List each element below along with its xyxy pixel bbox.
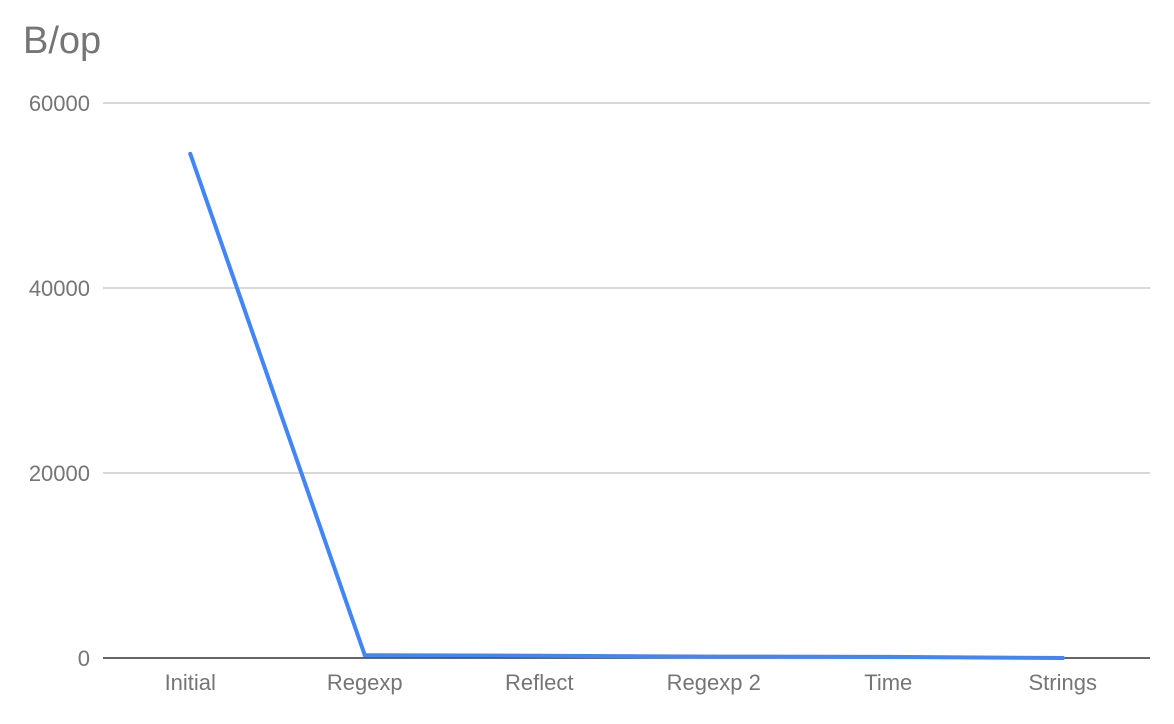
x-tick-labels: Initial Regexp Reflect Regexp 2 Time Strings xyxy=(165,670,1097,695)
x-tick-label: Strings xyxy=(1029,670,1097,695)
x-tick-label: Reflect xyxy=(505,670,573,695)
x-tick-label: Initial xyxy=(165,670,216,695)
y-tick-label: 20000 xyxy=(29,461,90,486)
y-tick-label: 40000 xyxy=(29,276,90,301)
y-tick-label: 60000 xyxy=(29,91,90,116)
x-tick-label: Regexp xyxy=(327,670,403,695)
x-tick-label: Regexp 2 xyxy=(667,670,761,695)
grid-layer xyxy=(103,102,1150,659)
data-point xyxy=(1060,656,1065,660)
data-point xyxy=(886,654,891,659)
data-point xyxy=(188,151,193,156)
series-layer xyxy=(188,151,1065,660)
chart-title: B/op xyxy=(23,20,102,62)
series-line-0 xyxy=(188,151,1065,660)
data-point xyxy=(362,653,367,658)
x-tick-label: Time xyxy=(864,670,912,695)
data-point xyxy=(537,653,542,658)
y-tick-label: 0 xyxy=(78,646,90,671)
y-tick-labels: 0 20000 40000 60000 xyxy=(29,91,90,671)
data-point xyxy=(711,654,716,659)
